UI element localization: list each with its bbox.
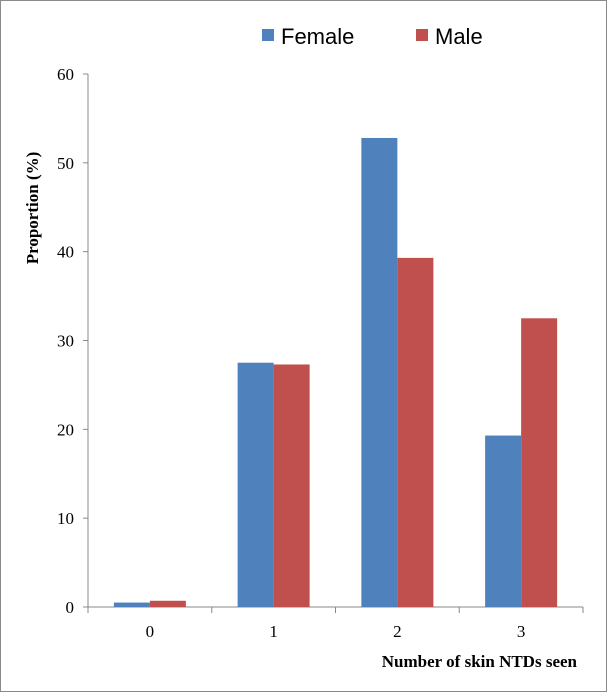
y-tick-label: 20 xyxy=(57,420,74,439)
legend: Female Male xyxy=(262,24,483,49)
legend-label-female: Female xyxy=(281,24,354,49)
y-tick-label: 10 xyxy=(57,509,74,528)
tick-labels: 0 10 20 30 40 50 60 0 1 2 3 xyxy=(57,65,525,641)
y-tick-label: 50 xyxy=(57,154,74,173)
legend-swatch-male xyxy=(416,29,428,41)
y-tick-label: 0 xyxy=(66,598,75,617)
bar-male-2 xyxy=(397,257,434,607)
y-tick-label: 30 xyxy=(57,332,74,351)
bar-female-1 xyxy=(237,362,274,607)
x-axis-label: Number of skin NTDs seen xyxy=(382,652,578,671)
y-tick-label: 40 xyxy=(57,243,74,262)
bar-male-3 xyxy=(521,318,558,607)
bar-female-0 xyxy=(113,602,150,607)
bar-male-0 xyxy=(149,600,186,607)
legend-label-male: Male xyxy=(435,24,483,49)
y-axis-label: Proportion (%) xyxy=(23,152,42,265)
bar-female-3 xyxy=(485,435,522,607)
y-tick-label: 60 xyxy=(57,65,74,84)
x-tick-label: 0 xyxy=(146,622,155,641)
bar-male-1 xyxy=(273,364,310,607)
bars xyxy=(113,137,558,607)
x-tick-label: 2 xyxy=(393,622,402,641)
x-tick-label: 3 xyxy=(517,622,526,641)
legend-swatch-female xyxy=(262,29,274,41)
x-tick-label: 1 xyxy=(269,622,278,641)
bar-female-2 xyxy=(361,137,398,607)
